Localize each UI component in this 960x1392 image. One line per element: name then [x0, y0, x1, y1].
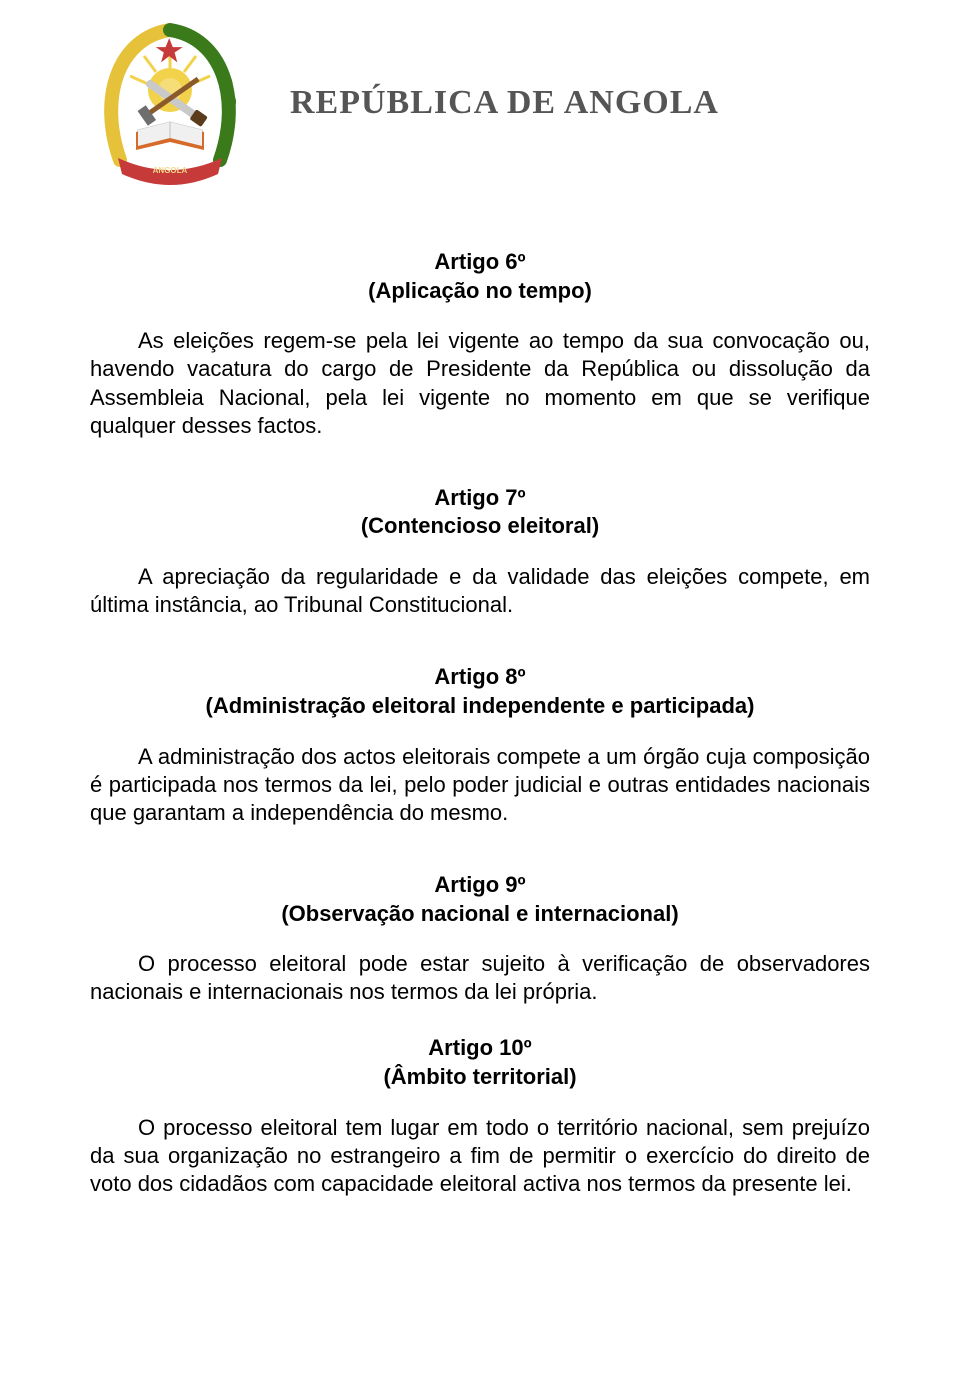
article-9: Artigo 9º (Observação nacional e interna…	[90, 871, 870, 1007]
article-number: Artigo 10º	[90, 1034, 870, 1063]
article-body: A apreciação da regularidade e da valida…	[90, 563, 870, 619]
article-number: Artigo 8º	[90, 663, 870, 692]
article-number: Artigo 9º	[90, 871, 870, 900]
svg-text:ANGOLA: ANGOLA	[153, 166, 188, 175]
article-heading: Artigo 8º (Administração eleitoral indep…	[90, 663, 870, 720]
article-heading: Artigo 10º (Âmbito territorial)	[90, 1034, 870, 1091]
document-page: ANGOLA REPÚBLICA DE ANGOLA Artigo 6º (Ap…	[0, 0, 960, 1392]
article-7: Artigo 7º (Contencioso eleitoral) A apre…	[90, 484, 870, 620]
article-heading: Artigo 6º (Aplicação no tempo)	[90, 248, 870, 305]
document-header: ANGOLA REPÚBLICA DE ANGOLA	[90, 18, 870, 188]
article-heading: Artigo 7º (Contencioso eleitoral)	[90, 484, 870, 541]
article-subtitle: (Contencioso eleitoral)	[90, 512, 870, 541]
coat-of-arms-emblem: ANGOLA	[90, 18, 250, 188]
article-body: O processo eleitoral pode estar sujeito …	[90, 950, 870, 1006]
article-body: O processo eleitoral tem lugar em todo o…	[90, 1114, 870, 1198]
article-body: A administração dos actos eleitorais com…	[90, 743, 870, 827]
header-title: REPÚBLICA DE ANGOLA	[290, 84, 719, 122]
article-8: Artigo 8º (Administração eleitoral indep…	[90, 663, 870, 827]
article-subtitle: (Administração eleitoral independente e …	[90, 692, 870, 721]
article-heading: Artigo 9º (Observação nacional e interna…	[90, 871, 870, 928]
article-number: Artigo 6º	[90, 248, 870, 277]
article-6: Artigo 6º (Aplicação no tempo) As eleiçõ…	[90, 248, 870, 440]
article-subtitle: (Âmbito territorial)	[90, 1063, 870, 1092]
article-subtitle: (Aplicação no tempo)	[90, 277, 870, 306]
article-10: Artigo 10º (Âmbito territorial) O proces…	[90, 1034, 870, 1198]
article-number: Artigo 7º	[90, 484, 870, 513]
article-body: As eleições regem-se pela lei vigente ao…	[90, 327, 870, 440]
article-subtitle: (Observação nacional e internacional)	[90, 900, 870, 929]
